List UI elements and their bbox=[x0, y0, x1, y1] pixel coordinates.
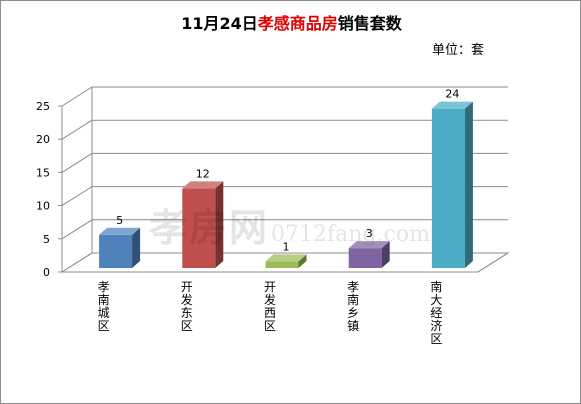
y-tick-label: 15 bbox=[36, 166, 50, 179]
bar-value-label: 5 bbox=[116, 214, 123, 227]
bar bbox=[99, 227, 141, 268]
bar-side bbox=[132, 227, 141, 268]
bar-side bbox=[215, 181, 224, 268]
bar bbox=[348, 241, 390, 268]
site-watermark: 孝房网0712fang.com bbox=[149, 205, 430, 250]
x-category-label: 开发西区 bbox=[263, 280, 276, 333]
bars bbox=[99, 101, 473, 268]
bar-top bbox=[182, 181, 224, 189]
x-category-label: 孝南城区 bbox=[97, 280, 110, 333]
bar-front bbox=[431, 108, 465, 268]
bar-front bbox=[99, 234, 133, 268]
bar-value-label: 12 bbox=[196, 167, 210, 180]
unit-label: 单位：套 bbox=[432, 43, 485, 58]
bar-top bbox=[348, 241, 390, 249]
bar-top bbox=[431, 101, 473, 109]
bar-top bbox=[265, 254, 307, 262]
y-tick-label: 10 bbox=[36, 200, 50, 213]
x-category-label: 孝南乡镇 bbox=[347, 280, 360, 333]
y-tick-label: 0 bbox=[43, 266, 50, 279]
y-tick-label: 5 bbox=[43, 233, 50, 246]
x-category-label: 开发东区 bbox=[180, 280, 193, 333]
y-tick-label: 25 bbox=[36, 100, 50, 113]
bar-side bbox=[381, 241, 390, 268]
bar bbox=[182, 181, 224, 268]
chart-title: 11月24日孝感商品房销售套数 bbox=[181, 14, 402, 33]
data-labels: 5 12 1 3 24 bbox=[116, 88, 459, 254]
x-category-label: 南大经济区 bbox=[430, 280, 443, 346]
bar-front bbox=[265, 261, 299, 268]
y-axis-ticks: 0 5 10 15 20 25 bbox=[36, 100, 62, 279]
y-tick-label: 20 bbox=[36, 133, 50, 146]
bar bbox=[265, 254, 307, 268]
floor-edge bbox=[477, 252, 509, 273]
bar-front bbox=[348, 248, 382, 268]
bar-value-label: 1 bbox=[283, 240, 290, 253]
bar-value-label: 3 bbox=[366, 227, 373, 240]
bar bbox=[431, 101, 473, 268]
bar-side bbox=[464, 101, 473, 268]
bar-side bbox=[298, 254, 307, 268]
bar-value-label: 24 bbox=[445, 88, 459, 101]
bar-top bbox=[99, 227, 141, 235]
gridlines bbox=[61, 86, 509, 273]
bar-front bbox=[182, 188, 216, 268]
